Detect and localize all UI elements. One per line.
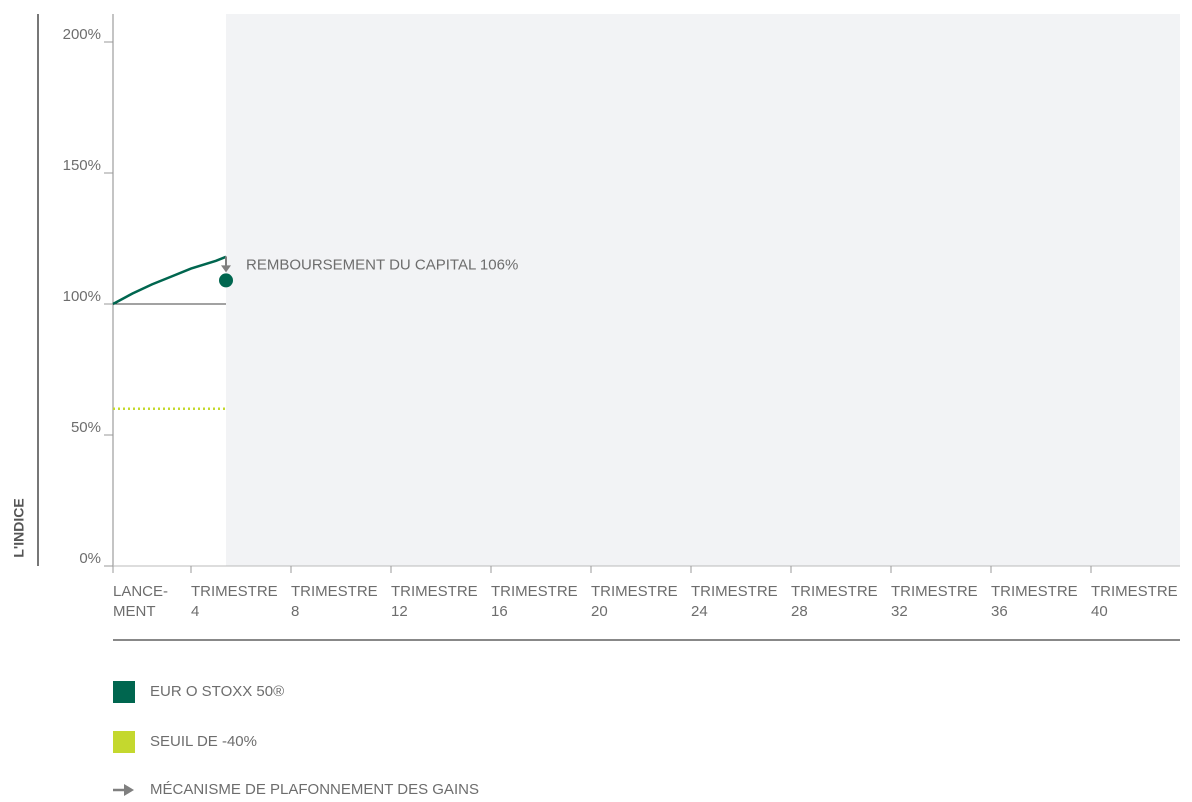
legend-label: EUR O STOXX 50® — [150, 683, 284, 700]
cap-arrow-head — [221, 265, 231, 273]
x-tick-label: 12 — [391, 603, 408, 620]
y-tick-label: 50% — [71, 419, 101, 436]
y-tick-label: 200% — [63, 26, 101, 43]
x-tick-label: 24 — [691, 603, 708, 620]
x-tick-label: TRIMESTRE — [191, 583, 278, 600]
annotation: REMBOURSEMENT DU CAPITAL 106% — [246, 256, 518, 273]
legend-swatch — [113, 681, 135, 703]
x-tick-label: TRIMESTRE — [1091, 583, 1178, 600]
x-tick-label: TRIMESTRE — [291, 583, 378, 600]
x-tick-label: 16 — [491, 603, 508, 620]
y-tick-label: 0% — [79, 550, 101, 567]
legend-arrow-head — [124, 784, 134, 796]
y-axis-label: L'INDICE — [11, 498, 27, 557]
x-tick-label: 4 — [191, 603, 199, 620]
series-line — [112, 255, 227, 306]
y-tick-label: 150% — [63, 157, 101, 174]
x-tick-label: MENT — [113, 603, 156, 620]
x-tick-label: 32 — [891, 603, 908, 620]
legend-label: SEUIL DE -40% — [150, 733, 257, 750]
x-tick-label: TRIMESTRE — [391, 583, 478, 600]
x-tick-label: 28 — [791, 603, 808, 620]
x-tick-label: TRIMESTRE — [591, 583, 678, 600]
y-tick-label: 100% — [63, 288, 101, 305]
x-tick-label: TRIMESTRE — [791, 583, 878, 600]
repayment-dot — [219, 273, 233, 288]
x-tick-label: TRIMESTRE — [491, 583, 578, 600]
x-tick-label: 20 — [591, 603, 608, 620]
x-tick-label: 36 — [991, 603, 1008, 620]
future-region — [226, 14, 1180, 566]
legend-label: MÉCANISME DE PLAFONNEMENT DES GAINS — [150, 781, 479, 798]
x-tick-label: LANCE- — [113, 583, 168, 600]
x-tick-label: 8 — [291, 603, 299, 620]
x-tick-label: TRIMESTRE — [891, 583, 978, 600]
legend-swatch — [113, 731, 135, 753]
x-tick-label: TRIMESTRE — [691, 583, 778, 600]
x-tick-label: 40 — [1091, 603, 1108, 620]
x-tick-label: TRIMESTRE — [991, 583, 1078, 600]
